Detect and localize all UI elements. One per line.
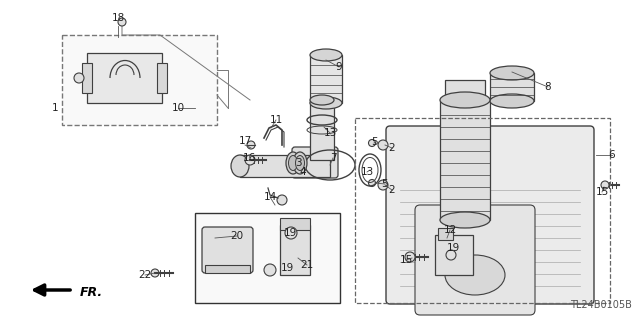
Circle shape (285, 227, 297, 239)
Circle shape (601, 181, 609, 189)
Text: 2: 2 (388, 143, 396, 153)
Ellipse shape (440, 212, 490, 228)
Ellipse shape (296, 155, 305, 170)
Text: 13: 13 (360, 167, 374, 177)
Text: 14: 14 (264, 192, 276, 202)
Text: TL24B0105B: TL24B0105B (570, 300, 632, 310)
Text: 11: 11 (269, 115, 283, 125)
Circle shape (405, 252, 415, 262)
Bar (435, 235, 473, 275)
Ellipse shape (289, 155, 298, 170)
Bar (157, 63, 167, 93)
Bar (62, 35, 217, 125)
Bar (240, 155, 330, 177)
Text: 2: 2 (388, 185, 396, 195)
Circle shape (264, 264, 276, 276)
Bar (310, 55, 342, 103)
Bar (440, 100, 490, 220)
Text: 5: 5 (381, 179, 388, 189)
Ellipse shape (286, 152, 300, 174)
Bar (280, 225, 310, 275)
Text: 1: 1 (52, 103, 58, 113)
Bar (280, 218, 310, 230)
Bar (490, 73, 534, 101)
Circle shape (118, 18, 126, 26)
Text: 15: 15 (399, 255, 413, 265)
Text: 18: 18 (111, 13, 125, 23)
Bar (195, 213, 340, 303)
Text: 9: 9 (336, 62, 342, 72)
Text: 10: 10 (172, 103, 184, 113)
Bar (355, 118, 610, 303)
Ellipse shape (231, 155, 249, 177)
Text: 4: 4 (300, 167, 307, 177)
Circle shape (369, 180, 376, 187)
Ellipse shape (445, 255, 505, 295)
Circle shape (151, 269, 159, 277)
Text: FR.: FR. (80, 286, 103, 299)
Ellipse shape (490, 66, 534, 80)
Ellipse shape (310, 97, 342, 109)
Text: 21: 21 (300, 260, 314, 270)
Circle shape (378, 180, 388, 190)
Circle shape (369, 139, 376, 146)
Bar (445, 80, 485, 102)
Text: 12: 12 (444, 225, 456, 235)
Text: 19: 19 (280, 263, 294, 273)
Circle shape (74, 73, 84, 83)
FancyBboxPatch shape (202, 227, 253, 273)
Bar (87, 53, 162, 103)
Circle shape (446, 250, 456, 260)
Bar (205, 265, 250, 273)
Text: 8: 8 (545, 82, 551, 92)
Circle shape (245, 155, 255, 165)
FancyBboxPatch shape (415, 205, 535, 315)
Bar (310, 100, 334, 160)
Text: 20: 20 (230, 231, 244, 241)
Text: 19: 19 (284, 228, 296, 238)
Circle shape (247, 141, 255, 149)
Text: 17: 17 (238, 136, 252, 146)
Ellipse shape (310, 49, 342, 61)
Ellipse shape (293, 152, 307, 174)
Text: 13: 13 (323, 128, 337, 138)
Bar (423, 218, 488, 290)
Bar (82, 63, 92, 93)
Ellipse shape (440, 92, 490, 108)
Text: 6: 6 (609, 150, 615, 160)
Circle shape (277, 195, 287, 205)
Text: 16: 16 (243, 153, 255, 163)
FancyBboxPatch shape (292, 147, 338, 178)
Text: 7: 7 (330, 153, 336, 163)
Text: 22: 22 (138, 270, 152, 280)
Ellipse shape (310, 95, 334, 105)
Circle shape (378, 140, 388, 150)
Bar (438, 228, 453, 240)
Text: 3: 3 (294, 158, 301, 168)
FancyBboxPatch shape (386, 126, 594, 304)
Ellipse shape (490, 94, 534, 108)
Text: 5: 5 (372, 137, 378, 147)
Text: 19: 19 (446, 243, 460, 253)
Text: 15: 15 (595, 187, 609, 197)
